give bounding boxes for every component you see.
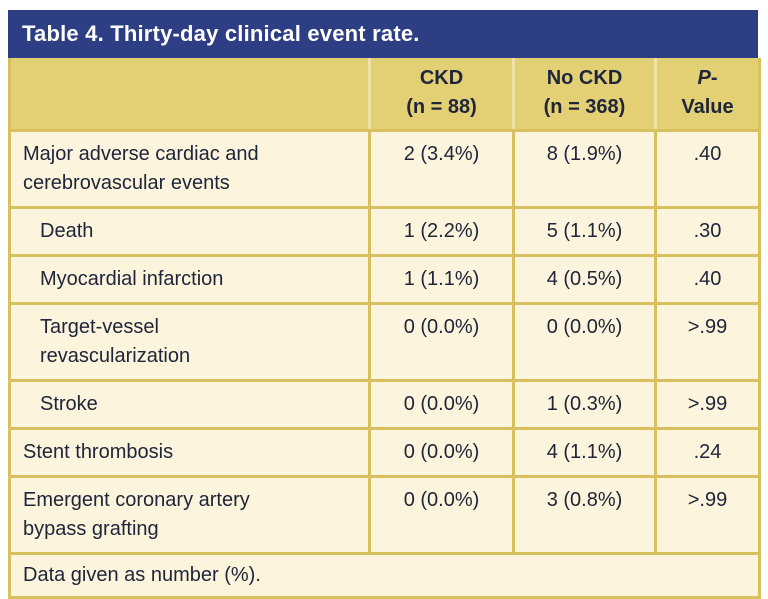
p-value: .30 [654,205,761,257]
clinical-event-table: Table 4. Thirty-day clinical event rate.… [8,10,761,599]
header-empty-cell [8,58,370,132]
row-label: Major adverse cardiac and cerebrovascula… [8,128,371,209]
header-ckd-line1: CKD [419,67,464,90]
ckd-value: 1 (1.1%) [368,253,515,305]
table-row-target-vessel-revascularization: Target-vessel revascularization 0 (0.0%)… [8,301,761,382]
header-no-ckd: No CKD (n = 368) [512,58,656,132]
p-value: >.99 [654,378,761,430]
ckd-value: 0 (0.0%) [368,301,515,382]
p-letter: P [697,67,711,90]
header-p-line1: P- [659,64,756,93]
p-dash: - [710,67,718,90]
ckd-value: 0 (0.0%) [368,378,515,430]
no-ckd-value: 0 (0.0%) [512,301,657,382]
p-value: .40 [654,128,761,209]
table-row-stent-thrombosis: Stent thrombosis 0 (0.0%) 4 (1.1%) .24 [8,426,761,478]
p-value: >.99 [654,301,761,382]
no-ckd-value: 4 (0.5%) [512,253,657,305]
table-row-emergent-cabg: Emergent coronary artery bypass grafting… [8,474,761,555]
ckd-value: 0 (0.0%) [368,426,515,478]
header-ckd: CKD (n = 88) [368,58,514,132]
row-label: Stent thrombosis [8,426,371,478]
row-label: Myocardial infarction [8,253,371,305]
p-value: .24 [654,426,761,478]
table-row-death: Death 1 (2.2%) 5 (1.1%) .30 [8,205,761,257]
no-ckd-value: 3 (0.8%) [512,474,657,555]
header-ckd-line2: (n = 88) [406,96,477,119]
no-ckd-value: 5 (1.1%) [512,205,657,257]
ckd-value: 0 (0.0%) [368,474,515,555]
table-footnote: Data given as number (%). [8,551,761,599]
table-title-bar: Table 4. Thirty-day clinical event rate. [8,10,758,58]
footnote-row: Data given as number (%). [8,551,761,599]
no-ckd-value: 8 (1.9%) [512,128,657,209]
no-ckd-value: 4 (1.1%) [512,426,657,478]
table-row-macce: Major adverse cardiac and cerebrovascula… [8,128,761,209]
no-ckd-value: 1 (0.3%) [512,378,657,430]
header-p-value: P- Value [654,58,761,132]
table-title: Table 4. Thirty-day clinical event rate. [22,21,420,46]
row-label: Death [8,205,371,257]
table-row-stroke: Stroke 0 (0.0%) 1 (0.3%) >.99 [8,378,761,430]
ckd-value: 2 (3.4%) [368,128,515,209]
row-label: Emergent coronary artery bypass grafting [8,474,371,555]
event-rate-table: CKD (n = 88) No CKD (n = 368) P- Value M… [8,58,761,599]
row-label: Stroke [8,378,371,430]
header-no-ckd-line1: No CKD [546,67,623,90]
p-value: .40 [654,253,761,305]
p-value: >.99 [654,474,761,555]
table-row-myocardial-infarction: Myocardial infarction 1 (1.1%) 4 (0.5%) … [8,253,761,305]
row-label: Target-vessel revascularization [8,301,371,382]
header-row: CKD (n = 88) No CKD (n = 368) P- Value [8,58,761,132]
header-p-line2: Value [681,96,734,119]
header-no-ckd-line2: (n = 368) [543,96,626,119]
ckd-value: 1 (2.2%) [368,205,515,257]
